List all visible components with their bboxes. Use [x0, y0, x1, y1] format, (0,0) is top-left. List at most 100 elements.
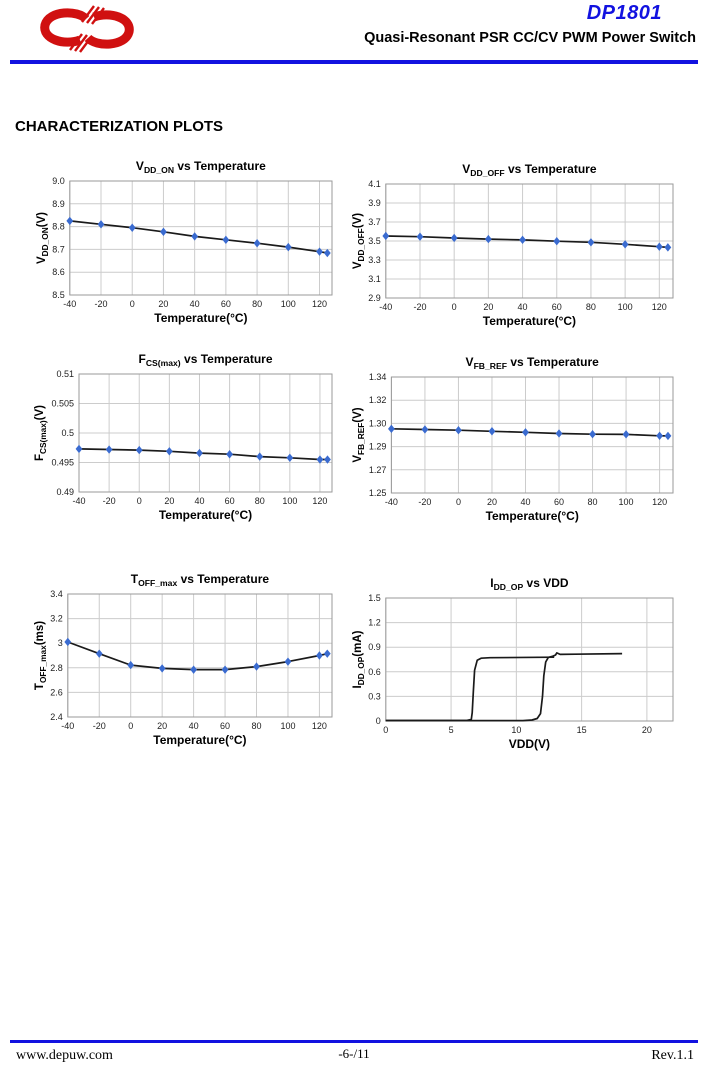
svg-text:8.8: 8.8: [52, 222, 65, 232]
svg-text:10: 10: [511, 725, 521, 735]
chart-vdd-off: 2.9 3.1 3.3 3.5 3.7 3.9 4.1 -40 -20 0 20 40 60 80 100 1…: [349, 160, 682, 328]
svg-text:Temperature(°C): Temperature(°C): [483, 314, 576, 328]
svg-text:3.5: 3.5: [368, 236, 381, 246]
svg-text:Temperature(°C): Temperature(°C): [153, 733, 246, 747]
svg-text:1.5: 1.5: [368, 593, 381, 603]
svg-text:40: 40: [189, 721, 199, 731]
svg-text:FCS(max)(V): FCS(max)(V): [34, 405, 48, 461]
svg-text:1.32: 1.32: [369, 395, 387, 405]
svg-text:60: 60: [554, 497, 564, 507]
svg-text:40: 40: [190, 299, 200, 309]
svg-text:2.8: 2.8: [50, 663, 63, 673]
svg-text:5: 5: [449, 725, 454, 735]
svg-text:0: 0: [137, 496, 142, 506]
svg-text:8.6: 8.6: [52, 267, 65, 277]
svg-text:VDD_OFF vs Temperature: VDD_OFF vs Temperature: [462, 162, 597, 178]
svg-text:Temperature(°C): Temperature(°C): [486, 509, 579, 523]
svg-text:0.49: 0.49: [56, 487, 74, 497]
svg-text:120: 120: [652, 302, 667, 312]
svg-text:1.34: 1.34: [369, 372, 387, 382]
svg-text:15: 15: [577, 725, 587, 735]
company-logo: [40, 5, 134, 53]
svg-text:80: 80: [586, 302, 596, 312]
footer-website: www.depuw.com: [16, 1048, 113, 1063]
svg-text:60: 60: [220, 721, 230, 731]
svg-text:3: 3: [58, 638, 63, 648]
svg-text:Temperature(°C): Temperature(°C): [154, 311, 247, 325]
svg-text:1.2: 1.2: [368, 618, 381, 628]
svg-text:1.27: 1.27: [369, 465, 387, 475]
svg-text:0.6: 0.6: [368, 667, 381, 677]
section-title: CHARACTERIZATION PLOTS: [15, 118, 224, 135]
svg-text:TOFF_max vs Temperature: TOFF_max vs Temperature: [131, 572, 270, 588]
svg-text:2.4: 2.4: [50, 712, 63, 722]
svg-text:2.9: 2.9: [368, 293, 381, 303]
svg-text:100: 100: [280, 721, 295, 731]
svg-text:120: 120: [652, 497, 667, 507]
svg-text:8.7: 8.7: [52, 244, 65, 254]
svg-text:VDD(V): VDD(V): [509, 737, 550, 751]
svg-text:80: 80: [252, 299, 262, 309]
svg-text:3.3: 3.3: [368, 255, 381, 265]
svg-text:60: 60: [552, 302, 562, 312]
svg-text:3.2: 3.2: [50, 614, 63, 624]
logo-hatch-lines: [69, 5, 105, 53]
svg-text:40: 40: [520, 497, 530, 507]
svg-text:2.6: 2.6: [50, 687, 63, 697]
footer-revision: Rev.1.1: [651, 1048, 694, 1063]
product-subtitle: Quasi-Resonant PSR CC/CV PWM Power Switc…: [364, 30, 696, 46]
svg-text:40: 40: [518, 302, 528, 312]
svg-text:-40: -40: [61, 721, 74, 731]
svg-text:0.9: 0.9: [368, 642, 381, 652]
svg-text:0.5: 0.5: [61, 428, 74, 438]
svg-text:IDD_OP vs VDD: IDD_OP vs VDD: [490, 576, 569, 592]
svg-text:-40: -40: [63, 299, 76, 309]
svg-text:0: 0: [452, 302, 457, 312]
svg-text:20: 20: [487, 497, 497, 507]
chart-toff-max: 2.4 2.6 2.8 3 3.2 3.4 -40 -20 0 20 40 60 80 100 120 TOF…: [31, 570, 341, 747]
svg-text:120: 120: [312, 496, 327, 506]
svg-text:0.51: 0.51: [56, 369, 74, 379]
svg-text:VDD_ON(V): VDD_ON(V): [36, 212, 50, 264]
svg-text:60: 60: [225, 496, 235, 506]
svg-text:8.9: 8.9: [52, 199, 65, 209]
header-divider: [10, 60, 698, 64]
chart-vdd-on: 8.5 8.6 8.7 8.8 8.9 9.0 -40 -20 0 20 40 60 80 100 120 V…: [33, 157, 341, 325]
svg-text:120: 120: [312, 299, 327, 309]
svg-text:-20: -20: [418, 497, 431, 507]
svg-text:0.3: 0.3: [368, 691, 381, 701]
chart-fcs-max: 0.49 0.495 0.5 0.505 0.51 -40 -20 0 20 40 60 80 100 1…: [31, 350, 341, 522]
svg-text:-40: -40: [385, 497, 398, 507]
svg-text:VDD_OFF(V): VDD_OFF(V): [352, 213, 366, 269]
svg-text:-20: -20: [95, 299, 108, 309]
svg-text:1.30: 1.30: [369, 418, 387, 428]
svg-text:8.5: 8.5: [52, 290, 65, 300]
logo-right-swoosh: [84, 10, 134, 49]
svg-text:-20: -20: [103, 496, 116, 506]
svg-text:VDD_ON vs Temperature: VDD_ON vs Temperature: [136, 159, 266, 175]
svg-text:20: 20: [642, 725, 652, 735]
svg-text:0.505: 0.505: [51, 399, 74, 409]
svg-text:80: 80: [255, 496, 265, 506]
svg-text:-20: -20: [93, 721, 106, 731]
svg-text:40: 40: [194, 496, 204, 506]
svg-text:120: 120: [312, 721, 327, 731]
svg-text:1.25: 1.25: [369, 488, 387, 498]
svg-text:0: 0: [376, 716, 381, 726]
svg-text:IDD_OP(mA): IDD_OP(mA): [352, 630, 366, 688]
svg-text:0: 0: [456, 497, 461, 507]
svg-text:4.1: 4.1: [368, 179, 381, 189]
svg-text:20: 20: [483, 302, 493, 312]
svg-text:100: 100: [281, 299, 296, 309]
svg-text:-20: -20: [413, 302, 426, 312]
svg-text:VFB_REF vs Temperature: VFB_REF vs Temperature: [466, 355, 600, 371]
svg-text:0: 0: [128, 721, 133, 731]
svg-text:100: 100: [282, 496, 297, 506]
svg-text:20: 20: [157, 721, 167, 731]
svg-text:20: 20: [158, 299, 168, 309]
svg-text:20: 20: [164, 496, 174, 506]
svg-text:9.0: 9.0: [52, 176, 65, 186]
svg-text:100: 100: [619, 497, 634, 507]
footer-page-number: -6-/11: [338, 1046, 370, 1061]
svg-text:80: 80: [252, 721, 262, 731]
